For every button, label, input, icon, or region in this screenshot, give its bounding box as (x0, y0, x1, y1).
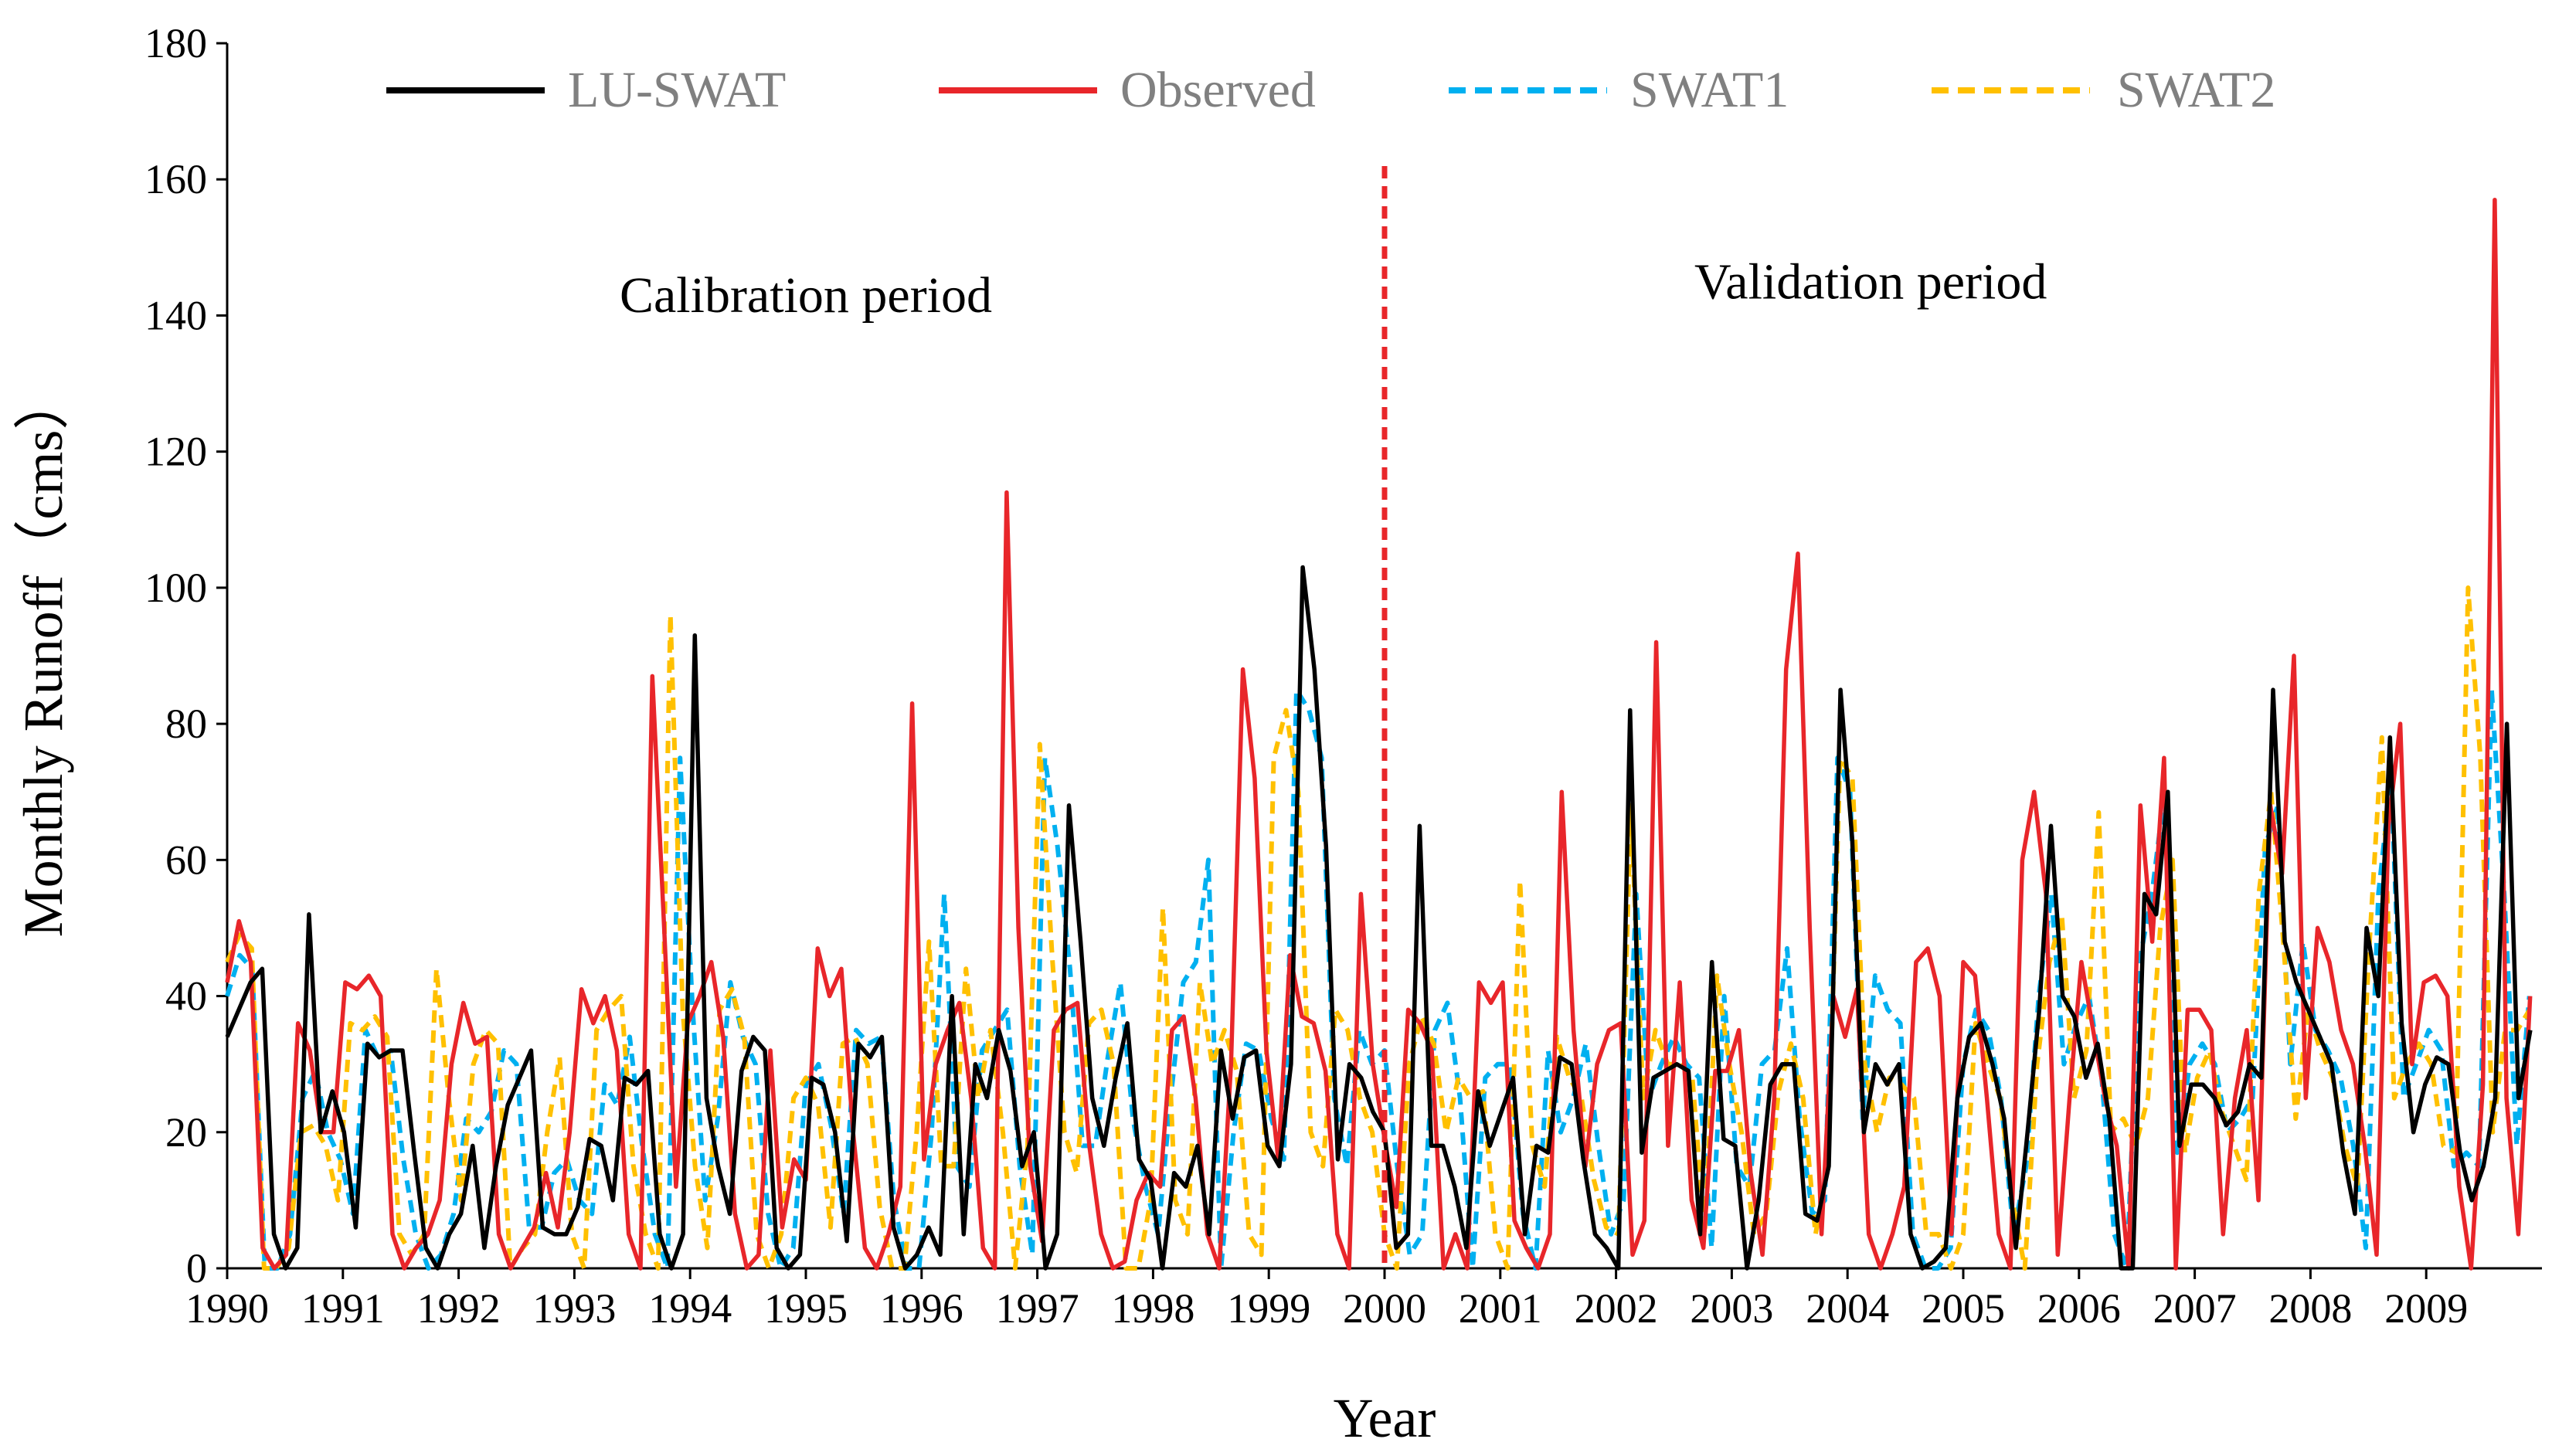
y-tick-label: 20 (165, 1109, 207, 1156)
y-tick-label: 140 (144, 292, 207, 338)
y-tick-label: 160 (144, 156, 207, 202)
x-tick-label: 2006 (2037, 1285, 2121, 1332)
x-tick-label: 1994 (648, 1285, 732, 1332)
legend-label-lu-swat: LU-SWAT (568, 62, 786, 118)
x-tick-label: 1995 (764, 1285, 848, 1332)
y-tick-label: 120 (144, 429, 207, 475)
x-tick-label: 1999 (1227, 1285, 1310, 1332)
legend-label-observed: Observed (1120, 62, 1316, 118)
x-tick-label: 1992 (417, 1285, 501, 1332)
y-tick-label: 40 (165, 973, 207, 1020)
x-tick-label: 2001 (1459, 1285, 1542, 1332)
x-tick-label: 1991 (301, 1285, 385, 1332)
x-tick-label: 2000 (1343, 1285, 1426, 1332)
y-tick-label: 0 (186, 1245, 207, 1291)
y-tick-label: 80 (165, 701, 207, 747)
y-tick-label: 60 (165, 837, 207, 883)
x-tick-label: 2003 (1690, 1285, 1773, 1332)
x-axis-title: Year (1334, 1387, 1436, 1449)
series-layer (225, 197, 2533, 1271)
x-tick-label: 1998 (1111, 1285, 1194, 1332)
y-axis-title: Monthly Runoff（cms） (12, 375, 74, 938)
annotation-layer: Calibration period Validation period (620, 166, 2047, 1268)
series-line-swat2 (225, 585, 2532, 1271)
x-tick-label: 2002 (1575, 1285, 1658, 1332)
x-tick-label: 2009 (2384, 1285, 2468, 1332)
x-tick-label: 1997 (996, 1285, 1079, 1332)
calibration-period-label: Calibration period (620, 267, 992, 324)
x-tick-label: 1990 (185, 1285, 269, 1332)
x-tick-label: 1996 (880, 1285, 963, 1332)
series-line-lu-swat (225, 565, 2533, 1271)
x-tick-label: 2005 (1922, 1285, 2005, 1332)
x-tick-label: 2004 (1806, 1285, 1889, 1332)
series-line-observed (225, 197, 2533, 1271)
validation-period-label: Validation period (1694, 253, 2047, 310)
legend: LU-SWAT Observed SWAT1 SWAT2 (386, 62, 2275, 118)
x-tick-label: 1993 (532, 1285, 616, 1332)
y-tick-label: 100 (144, 565, 207, 611)
axes: 0 20 40 60 80 100 120 140 160 180 1990 1991 1992 1993… (144, 20, 2542, 1332)
legend-label-swat1: SWAT1 (1630, 62, 1789, 118)
y-tick-label: 180 (144, 20, 207, 66)
legend-label-swat2: SWAT2 (2117, 62, 2275, 118)
x-tick-label: 2007 (2153, 1285, 2237, 1332)
x-tick-label: 2008 (2268, 1285, 2352, 1332)
series-line-swat1 (225, 687, 2532, 1271)
